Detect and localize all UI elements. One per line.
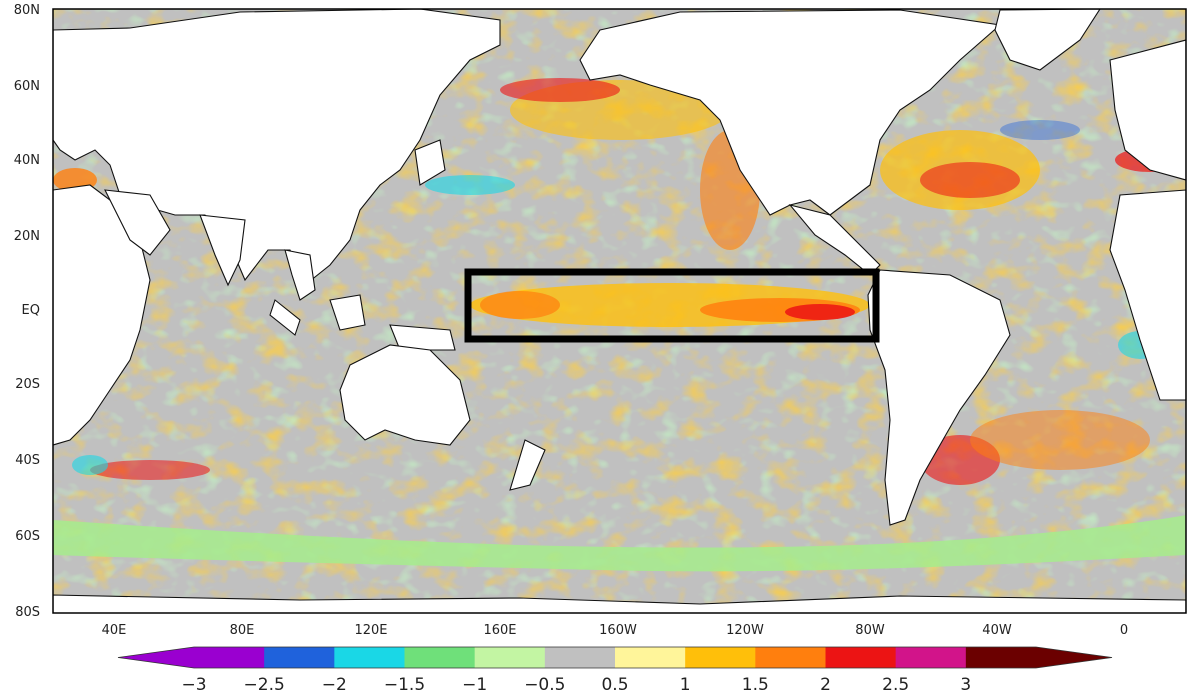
colorbar-swatch (194, 647, 265, 668)
landmass-new-guinea (389, 324, 456, 351)
lon-tick-label: 160E (483, 623, 516, 638)
colorbar-tick-label: −1.5 (384, 675, 425, 695)
warm-anomaly-patches (53, 78, 1185, 485)
colorbar-tick-label: 2 (820, 675, 831, 695)
colorbar-tick-label: 3 (960, 675, 971, 695)
longitude-axis: 40E 80E 120E 160E 160W 120W 80W 40W 0 (102, 623, 1129, 638)
map-frame (52, 8, 1187, 614)
lat-tick-label: 20N (14, 229, 40, 244)
lon-tick-label: 80E (230, 623, 255, 638)
landmass-africa (53, 184, 151, 446)
colorbar-swatch (544, 647, 616, 668)
colorbar-swatch (474, 647, 546, 668)
colorbar-tick-label: 1.5 (742, 675, 769, 695)
lon-tick-label: 80W (855, 623, 885, 638)
landmass-india (199, 214, 246, 287)
colorbar-tick-label: −0.5 (524, 675, 565, 695)
colorbar-swatch (264, 647, 335, 668)
colorbar-swatch (334, 647, 405, 668)
lat-tick-label: 80S (15, 605, 40, 620)
lat-tick-label: 40S (15, 453, 40, 468)
colorbar-tick-label: −2 (322, 675, 347, 695)
colorbar-min-triangle (118, 647, 194, 668)
land-masses (53, 9, 1186, 613)
colorbar-tick-label: −2.5 (244, 675, 285, 695)
colorbar-swatch (615, 647, 686, 668)
colorbar-tick-label: 0.5 (601, 675, 628, 695)
colorbar-swatch (755, 647, 826, 668)
colorbar-tick-label: −1 (462, 675, 487, 695)
lon-tick-label: 40E (102, 623, 127, 638)
landmass-antarctica (53, 594, 1186, 613)
colorbar-swatch (965, 647, 1037, 668)
landmass-new-zealand (509, 439, 546, 491)
lat-tick-label: 60N (14, 79, 40, 94)
lat-tick-label: 60S (15, 529, 40, 544)
landmass-europe (1109, 39, 1186, 181)
landmass-australia (339, 344, 471, 446)
colorbar-max-triangle (1036, 647, 1112, 668)
lon-tick-label: 160W (599, 623, 637, 638)
southern-ocean-cool-band (53, 515, 1186, 572)
cool-anomaly-patches (72, 120, 1162, 475)
landmass-sumatra (269, 299, 301, 336)
colorbar: −3 −2.5 −2 −1.5 −1 −0.5 0.5 1 1.5 2 2.5 3 (117, 646, 1113, 695)
colorbar-swatch (895, 647, 967, 668)
lon-tick-label: 120W (726, 623, 764, 638)
lat-tick-label: 80N (14, 3, 40, 18)
lat-tick-label: EQ (22, 303, 40, 318)
latitude-axis: 80N 60N 40N 20N EQ 20S 40S 60S 80S (14, 3, 40, 620)
colorbar-tick-label: 2.5 (882, 675, 909, 695)
colorbar-tick-label: 1 (680, 675, 691, 695)
lon-tick-label: 0 (1120, 623, 1128, 638)
landmass-greenland (994, 9, 1101, 71)
landmass-north-america (579, 9, 1002, 216)
lon-tick-label: 120E (354, 623, 387, 638)
lat-tick-label: 40N (14, 153, 40, 168)
colorbar-outline (117, 646, 1113, 669)
colorbar-swatch (825, 647, 897, 668)
lon-tick-label: 40W (982, 623, 1012, 638)
landmass-south-america (867, 269, 1011, 526)
landmass-arabia (104, 189, 171, 256)
landmass-borneo (329, 294, 366, 331)
landmass-japan (414, 139, 446, 186)
colorbar-swatch (404, 647, 476, 668)
landmass-west-africa (1109, 189, 1186, 401)
landmass-indochina (284, 249, 316, 301)
colorbar-swatch (685, 647, 756, 668)
colorbar-tick-label: −3 (181, 675, 206, 695)
lat-tick-label: 20S (15, 377, 40, 392)
nino-region-highlight-box (464, 268, 880, 343)
